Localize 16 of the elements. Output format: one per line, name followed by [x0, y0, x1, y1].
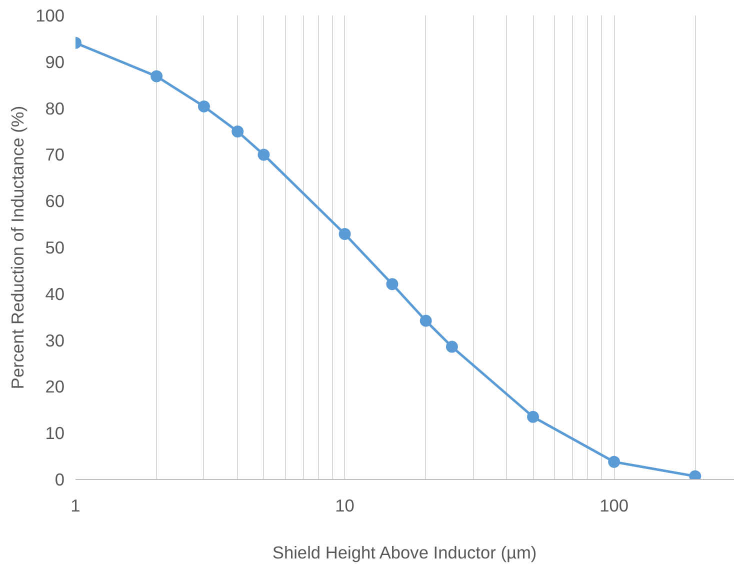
y-tick-label: 60 [45, 191, 65, 212]
y-tick-label: 100 [36, 6, 65, 26]
y-tick-label: 0 [54, 470, 65, 490]
x-tick-label: 1 [70, 496, 80, 516]
y-tick-label: 50 [45, 238, 65, 258]
y-tick-label: 80 [45, 98, 65, 118]
y-tick-label: 90 [45, 52, 65, 72]
x-axis-title: Shield Height Above Inductor (µm) [272, 542, 537, 562]
y-tick-label: 10 [45, 423, 65, 444]
y-tick-label: 70 [45, 144, 65, 165]
y-axis-title: Percent Reduction of Inductance (%) [8, 106, 28, 390]
x-tick-label: 10 [335, 496, 354, 516]
y-tick-label: 40 [45, 284, 65, 304]
y-tick-label: 20 [45, 376, 65, 397]
x-tick-label: 100 [600, 496, 629, 516]
y-tick-label: 30 [45, 330, 65, 350]
